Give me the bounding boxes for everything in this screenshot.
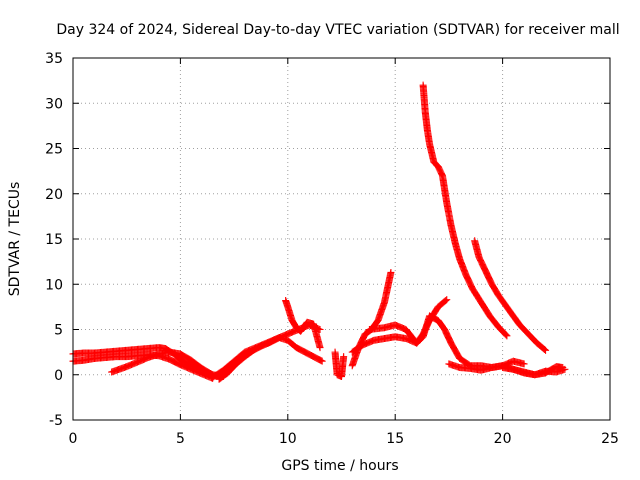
series-arc-11: [419, 81, 511, 340]
x-tick-label: 25: [601, 431, 619, 447]
grid-lines: [73, 58, 610, 420]
x-tick-label: 10: [279, 431, 297, 447]
y-tick-label: 10: [45, 277, 63, 293]
data-point: [541, 346, 549, 354]
y-tick-label: 35: [45, 51, 63, 67]
data-point: [443, 296, 451, 304]
y-tick-label: 25: [45, 142, 63, 158]
data-point: [503, 332, 511, 340]
data-point: [502, 331, 510, 339]
data-point: [318, 357, 326, 365]
data-point: [387, 268, 395, 276]
data-point: [316, 344, 324, 352]
series-arc-6: [282, 297, 324, 352]
x-tick-label: 15: [386, 431, 404, 447]
data-point: [561, 365, 569, 373]
x-axis-label: GPS time / hours: [281, 458, 398, 474]
plot-frame: [72, 57, 611, 421]
y-tick-label: 15: [45, 232, 63, 248]
x-tick-label: 5: [176, 431, 185, 447]
y-tick-label: 20: [45, 187, 63, 203]
data-point: [442, 296, 450, 304]
data-point: [317, 357, 325, 365]
data-point: [542, 346, 550, 354]
series-arc-7: [331, 348, 348, 381]
series-arc-10: [365, 312, 528, 372]
tick-labels: 0 5 10 15 20 25 -5 0 5 10 15 20 25 30 35: [45, 51, 619, 447]
data-point: [340, 353, 348, 361]
y-tick-label: 5: [54, 323, 63, 339]
y-axis-label: SDTVAR / TECUs: [7, 182, 23, 297]
data-point: [520, 360, 528, 368]
chart-title: Day 324 of 2024, Sidereal Day-to-day VTE…: [56, 22, 619, 38]
series-arc-3: [108, 348, 217, 379]
series-arc-8: [348, 268, 395, 370]
y-tick-label: 0: [54, 368, 63, 384]
series-arc-14: [499, 364, 569, 379]
x-tick-label: 0: [69, 431, 78, 447]
x-tick-label: 20: [494, 431, 512, 447]
series-arc-5: [215, 334, 326, 383]
y-tick-label: 30: [45, 96, 63, 112]
series-arc-12: [471, 237, 550, 354]
data-points: [69, 81, 569, 383]
y-tick-label: -5: [49, 413, 63, 429]
